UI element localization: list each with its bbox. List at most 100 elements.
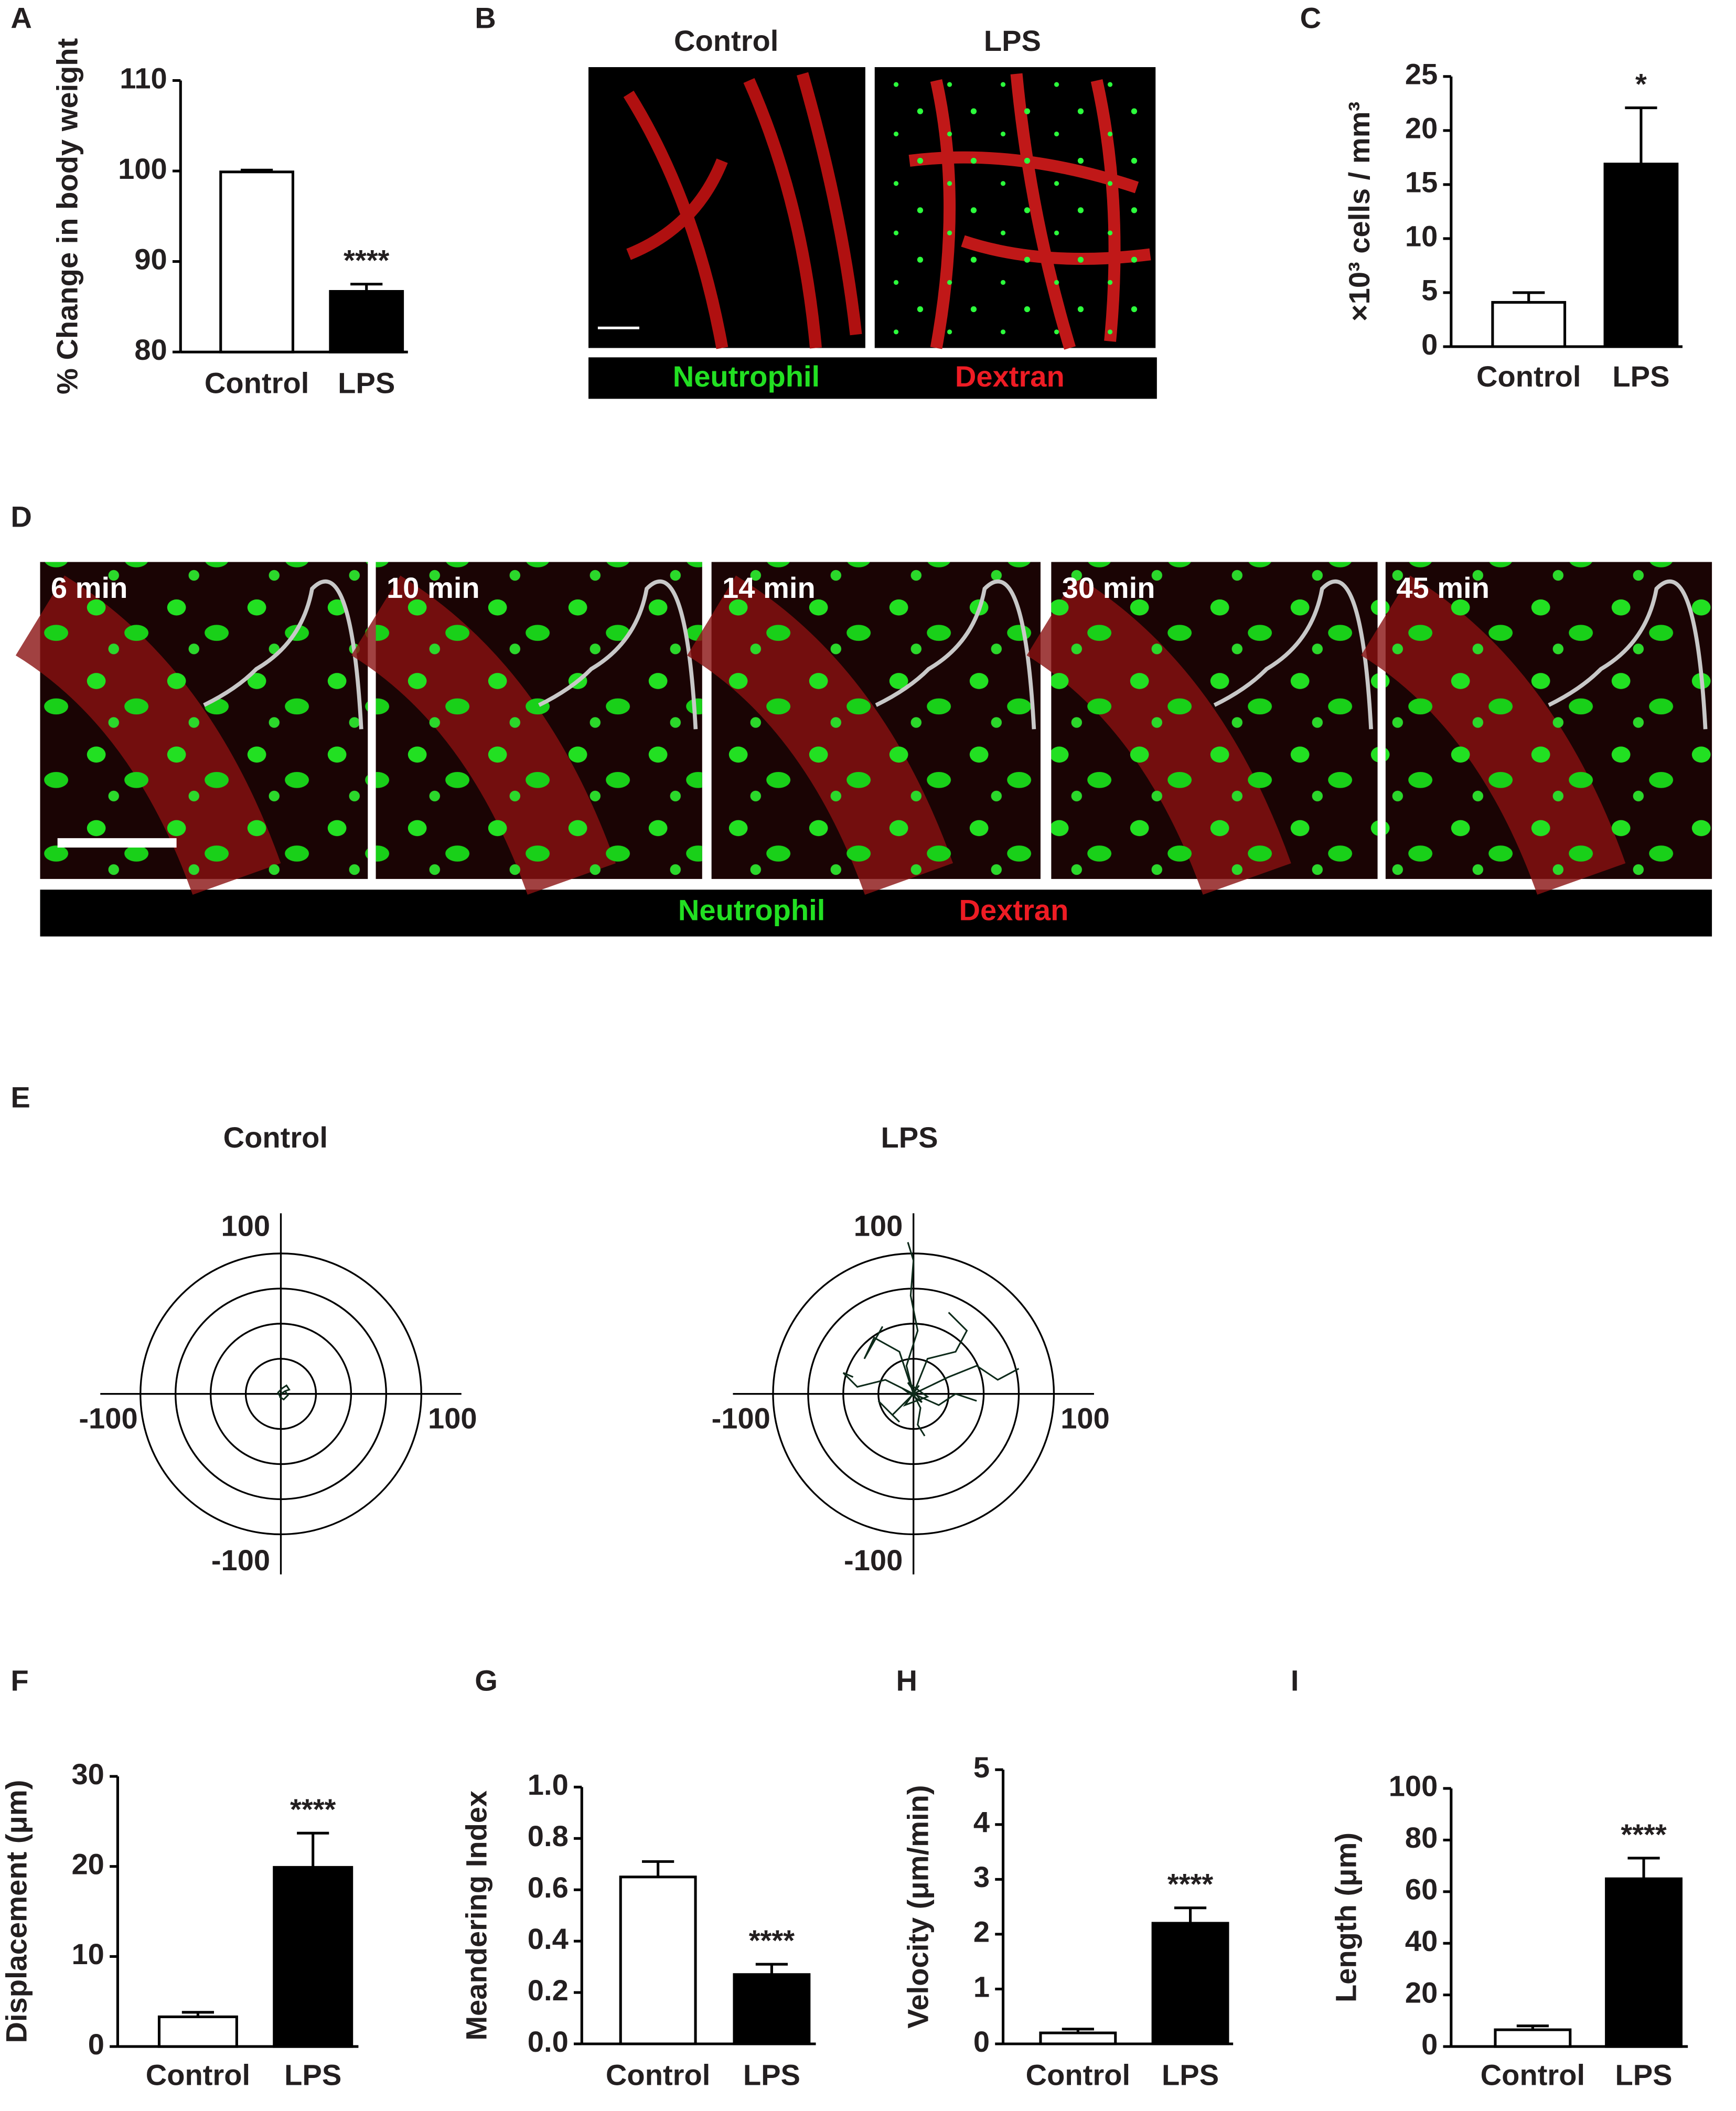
bar (1039, 2031, 1117, 2045)
x-tick-label: -100 (79, 1401, 137, 1434)
x-tick-label: Control (146, 2059, 250, 2092)
neutrophils (1385, 562, 1712, 879)
legend-bar (588, 357, 1157, 399)
bar (1605, 1877, 1683, 2048)
x-tick-label: Control (606, 2059, 710, 2092)
x-tick-label: LPS (1612, 360, 1669, 393)
y-tick-label: 15 (1405, 166, 1438, 199)
vessels (623, 72, 862, 349)
y-tick-label: 4 (973, 1806, 990, 1839)
y-tick-label: 0.8 (528, 1819, 569, 1852)
y-tick-label: 0.2 (528, 1974, 569, 2007)
outline (1213, 579, 1373, 730)
frame-time: 6 min (51, 571, 128, 604)
y-tick-label: 0.6 (528, 1871, 569, 1904)
y-tick-label: 0.0 (528, 2025, 569, 2058)
y-tick-label: 3 (973, 1860, 990, 1893)
image-title: Control (674, 24, 778, 57)
y-tick-label: 10 (1405, 220, 1438, 253)
y-tick-label: 1 (973, 1970, 990, 2003)
outline (203, 579, 363, 730)
x-tick-label: LPS (743, 2059, 800, 2092)
significance: **** (749, 1924, 795, 1957)
y-axis-label: Displacement (μm) (0, 1780, 33, 2043)
neutrophils (1051, 562, 1378, 879)
y-tick-label: 0.4 (528, 1922, 569, 1955)
bar (157, 2015, 238, 2048)
x-tick-label: LPS (1615, 2059, 1672, 2092)
track (863, 1326, 915, 1395)
plot-title: Control (223, 1121, 328, 1154)
panel-label: H (896, 1664, 918, 1697)
significance: **** (1621, 1818, 1666, 1851)
track (278, 1390, 289, 1401)
track (902, 1382, 929, 1407)
neutrophils (711, 562, 1041, 879)
bar (619, 1876, 697, 2045)
y-tick-label: -100 (211, 1544, 270, 1577)
neutrophils (874, 67, 1156, 348)
frame-time: 45 min (1396, 571, 1489, 604)
significance: **** (290, 1793, 336, 1826)
legend-entry: Dextran (955, 360, 1065, 393)
y-tick-label: 100 (1389, 1770, 1438, 1803)
y-tick-label: 5 (1421, 274, 1438, 307)
y-axis-label: Length (μm) (1329, 1833, 1362, 2002)
image-d: 6 min 10 min 14 min 30 min 45 min (15, 562, 1712, 937)
panel-label: A (10, 2, 32, 35)
bar (273, 1866, 353, 2048)
y-tick-label: 5 (973, 1751, 990, 1784)
y-axis-label: Meandering Index (460, 1791, 493, 2041)
bar (329, 290, 404, 353)
plot-title: LPS (881, 1121, 938, 1154)
x-tick-label: Control (1481, 2059, 1585, 2092)
y-tick-label: 30 (71, 1758, 104, 1791)
x-tick-label: LPS (338, 367, 395, 400)
y-tick-label: 20 (1405, 112, 1438, 145)
y-axis-label: ×10³ cells / mm³ (1343, 102, 1376, 322)
panel-label: D (10, 500, 32, 533)
frame-time: 10 min (387, 571, 480, 604)
legend-entry: Neutrophil (678, 893, 825, 926)
panel-label: F (10, 1664, 28, 1697)
y-tick-label: 90 (134, 242, 167, 275)
y-tick-label: 25 (1405, 58, 1438, 91)
y-tick-label: 1.0 (528, 1768, 569, 1801)
significance: * (1635, 68, 1647, 101)
track (913, 1312, 968, 1395)
y-tick-label: 0 (973, 2025, 990, 2058)
neutrophils (40, 562, 368, 879)
track (877, 1393, 914, 1423)
y-tick-label: 100 (854, 1209, 903, 1242)
image-control (588, 67, 865, 348)
frame-time: 14 min (722, 571, 816, 604)
x-tick-label: 100 (428, 1401, 477, 1434)
panel-label: C (1300, 2, 1322, 35)
y-axis-label: % Change in body weight (50, 38, 83, 394)
outline (875, 579, 1036, 730)
track (842, 1372, 914, 1395)
bar (1491, 301, 1567, 348)
bar (1494, 2028, 1572, 2048)
legend-bar (40, 890, 1712, 937)
panel-label: I (1291, 1664, 1299, 1697)
panel-label: E (10, 1080, 30, 1113)
x-tick-label: Control (1026, 2059, 1130, 2092)
significance: **** (1167, 1868, 1213, 1901)
y-tick-label: 20 (71, 1848, 104, 1881)
y-tick-label: 80 (1405, 1821, 1438, 1854)
legend-entry: Neutrophil (673, 360, 820, 393)
panel-label: B (475, 2, 496, 35)
legend-entry: Dextran (959, 893, 1069, 926)
y-tick-label: -100 (844, 1544, 903, 1577)
track (905, 1242, 919, 1395)
bar (1603, 163, 1679, 348)
x-tick-label: Control (205, 367, 309, 400)
y-tick-label: 10 (71, 1937, 104, 1970)
x-tick-label: Control (1476, 360, 1581, 393)
y-tick-label: 100 (221, 1209, 271, 1242)
x-tick-label: LPS (284, 2059, 341, 2092)
x-tick-label: LPS (1162, 2059, 1219, 2092)
y-tick-label: 100 (118, 152, 167, 185)
